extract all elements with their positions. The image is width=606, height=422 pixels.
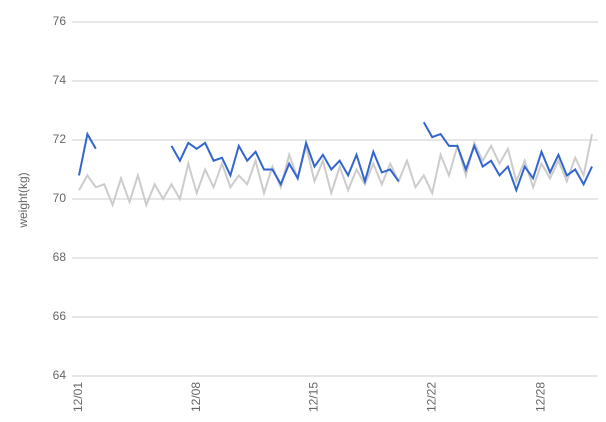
y-tick-label: 66: [53, 309, 67, 323]
x-tick-label: 12/22: [424, 382, 438, 412]
x-tick-label: 12/15: [307, 382, 321, 412]
y-tick-label: 74: [53, 73, 67, 87]
y-tick-label: 64: [53, 368, 67, 382]
line: [78, 121, 593, 194]
y-axis-label: weight(kg): [16, 172, 30, 228]
x-tick-label: 12/28: [534, 382, 548, 412]
y-tick-label: 70: [53, 191, 67, 205]
x-tick-label: 12/08: [189, 382, 203, 412]
y-tick-label: 76: [53, 14, 67, 28]
line: [78, 133, 593, 208]
y-tick-label: 72: [53, 132, 67, 146]
y-tick-label: 68: [53, 250, 67, 264]
x-tick-label: 12/01: [71, 382, 85, 412]
